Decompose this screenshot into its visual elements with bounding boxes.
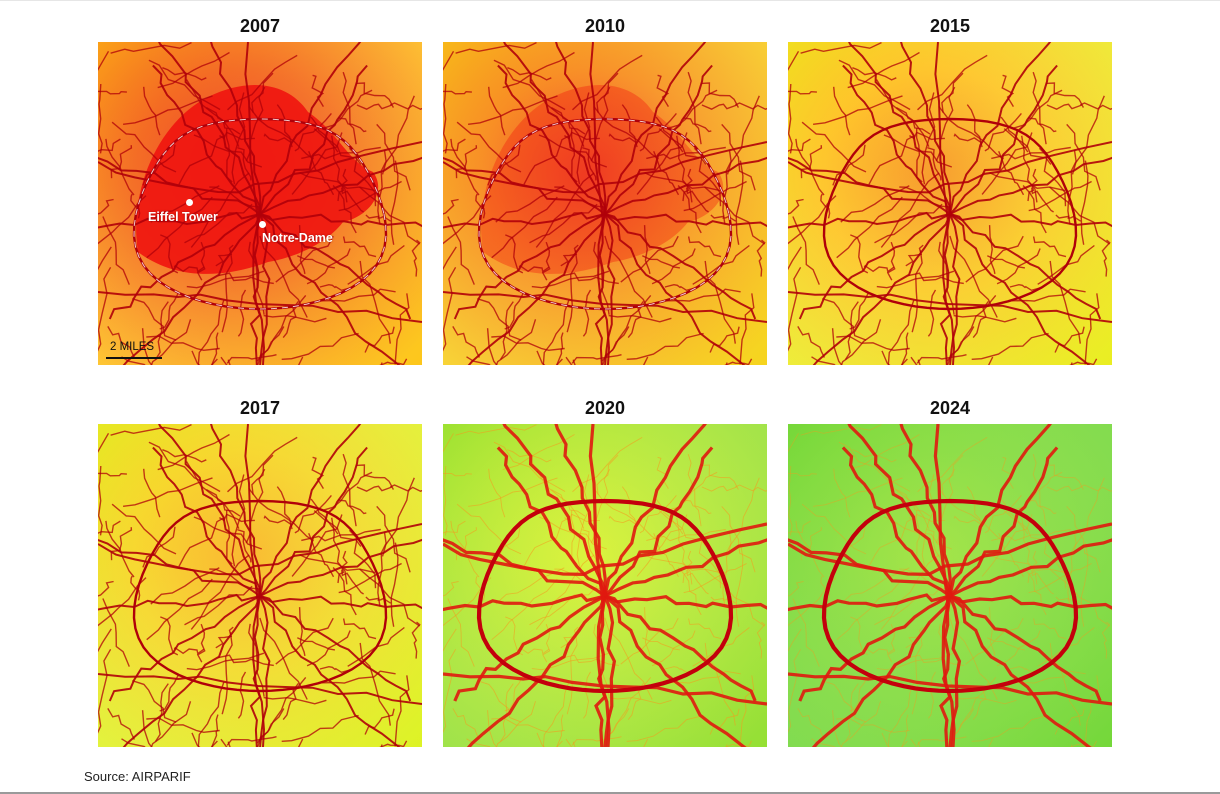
panel-title: 2017	[239, 398, 281, 418]
pollution-map	[443, 424, 767, 747]
pollution-map	[788, 424, 1112, 747]
pollution-map	[443, 42, 767, 365]
panel-title: 2024	[929, 398, 971, 418]
notre-dame-marker	[259, 221, 266, 228]
panel-title: 2007	[239, 16, 281, 36]
top-rule	[0, 0, 1220, 1]
eiffel-tower-label: Eiffel Tower	[148, 210, 218, 224]
panel-title: 2010	[584, 16, 626, 36]
pollution-map	[98, 424, 422, 747]
notre-dame-label: Notre-Dame	[262, 231, 333, 245]
eiffel-tower-marker	[186, 199, 193, 206]
scale-bar	[106, 357, 162, 359]
source-note: Source: AIRPARIF	[84, 769, 191, 784]
panel-title: 2020	[584, 398, 626, 418]
pollution-map	[788, 42, 1112, 365]
panel-title: 2015	[929, 16, 971, 36]
pollution-map	[98, 42, 422, 365]
scale-label: 2 MILES	[110, 341, 155, 353]
bottom-rule	[0, 792, 1220, 794]
